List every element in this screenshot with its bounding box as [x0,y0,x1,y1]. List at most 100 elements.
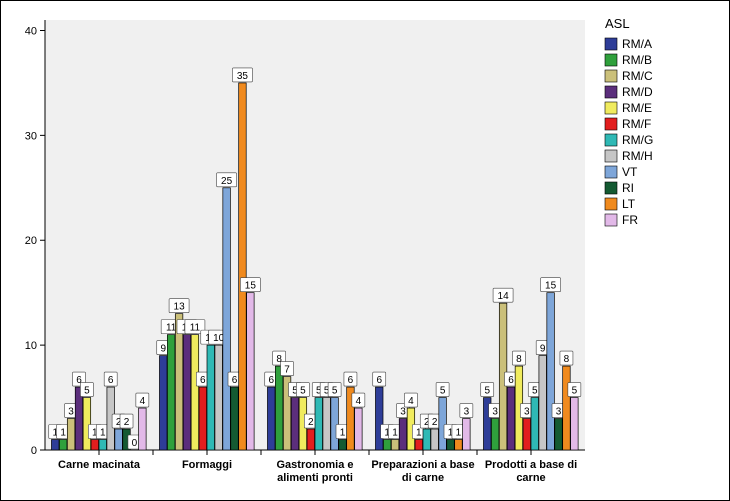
bar [383,440,391,450]
bar [391,440,399,450]
bar [267,387,275,450]
bar [415,440,423,450]
bar [507,387,515,450]
legend-label: RI [622,181,634,195]
legend-swatch [605,118,617,130]
value-label: 0 [132,438,138,449]
bar [215,345,223,450]
bar [51,440,59,450]
bar [439,398,447,450]
y-tick-label: 0 [31,445,37,457]
value-label: 8 [516,354,522,365]
bar [275,366,283,450]
value-label: 15 [545,281,557,292]
bar [323,398,331,450]
bar [139,408,147,450]
bar [375,387,383,450]
value-label: 6 [268,375,274,386]
value-label: 25 [221,176,233,187]
value-label: 4 [356,396,362,407]
legend-label: FR [622,213,638,227]
legend-swatch [605,150,617,162]
legend-title: ASL [605,16,630,31]
value-label: 7 [284,365,290,376]
bar [563,366,571,450]
x-tick-label: Carne macinata [58,459,141,471]
value-label: 1 [456,428,462,439]
x-tick-label: Formaggi [182,459,232,471]
value-label: 6 [348,375,354,386]
value-label: 9 [160,344,166,355]
bar [531,398,539,450]
value-label: 1 [100,428,106,439]
value-label: 5 [440,386,446,397]
bar [307,429,315,450]
value-label: 3 [400,407,406,418]
legend-label: LT [622,197,636,211]
legend-swatch [605,54,617,66]
legend-label: RM/H [622,149,653,163]
bar [491,419,499,450]
legend-label: RM/E [622,101,652,115]
x-tick-label: Prodotti a base di [485,459,577,471]
value-label: 4 [140,396,146,407]
legend-swatch [605,198,617,210]
value-label: 13 [174,302,186,313]
bar [175,314,183,450]
bar [83,398,91,450]
value-label: 5 [572,386,578,397]
value-label: 1 [60,428,66,439]
value-label: 5 [300,386,306,397]
value-label: 3 [556,407,562,418]
legend-swatch [605,134,617,146]
value-label: 9 [540,344,546,355]
bar [555,419,563,450]
bar [191,335,199,450]
value-label: 15 [245,281,257,292]
x-tick-label: carne [516,472,545,484]
bar [571,398,579,450]
y-tick-label: 40 [25,25,37,37]
x-tick-label: Preparazioni a base [371,459,474,471]
bar [463,419,471,450]
value-label: 5 [84,386,90,397]
legend-label: RM/C [622,69,653,83]
bar [159,356,167,450]
value-label: 1 [340,428,346,439]
bar [399,419,407,450]
legend-label: RM/F [622,117,651,131]
legend-swatch [605,38,617,50]
value-label: 5 [484,386,490,397]
value-label: 6 [508,375,514,386]
bar [539,356,547,450]
bar [183,335,191,450]
value-label: 1 [416,428,422,439]
value-label: 3 [524,407,530,418]
x-tick-label: di carne [402,472,444,484]
bar [523,419,531,450]
legend-swatch [605,166,617,178]
legend-swatch [605,102,617,114]
y-tick-label: 20 [25,235,37,247]
bar [91,440,99,450]
value-label: 2 [308,417,314,428]
value-label: 5 [532,386,538,397]
legend-swatch [605,214,617,226]
y-tick-label: 30 [25,130,37,142]
bar [207,345,215,450]
bar [167,335,175,450]
legend-swatch [605,70,617,82]
value-label: 35 [237,71,249,82]
value-label: 6 [200,375,206,386]
bar [59,440,67,450]
bar [447,440,455,450]
legend-swatch [605,86,617,98]
value-label: 5 [332,386,338,397]
bar [423,429,431,450]
legend-label: RM/A [622,37,652,51]
bar [115,429,123,450]
value-label: 3 [492,407,498,418]
bar [291,398,299,450]
bar [339,440,347,450]
bar [455,440,463,450]
